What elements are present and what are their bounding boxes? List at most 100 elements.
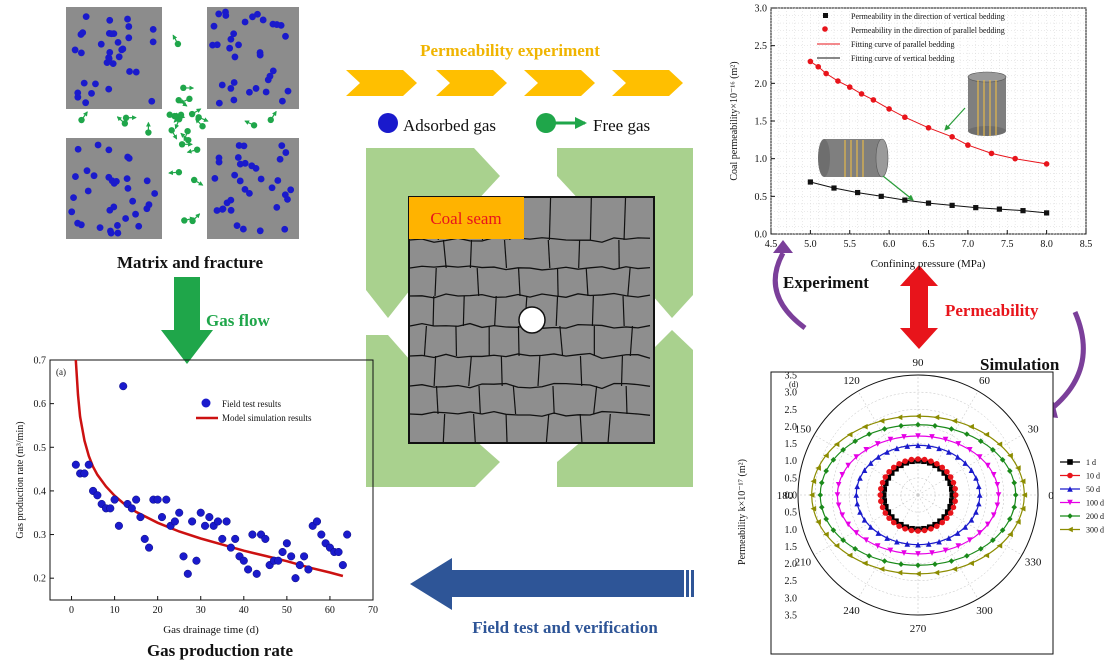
polar-series-point [966,537,973,543]
polar-series-point [944,475,951,481]
simulation-label: Simulation [980,355,1060,374]
adsorbed-gas-molecule [82,99,90,107]
polar-series-point [915,413,921,419]
adsorbed-gas-molecule [249,13,256,21]
adsorbed-gas-molecule [278,142,286,150]
coal-crack-vertical [629,325,634,357]
polar-series-point [881,558,888,564]
field-test-arrow-tail-2 [691,570,694,597]
adsorbed-gas-molecule [236,160,244,168]
polar-series-point [887,436,894,443]
coal-crack-vertical [578,239,581,269]
gas-legend-model: Model simulation results [222,413,312,423]
adsorbed-gas-molecule [235,142,243,149]
adsorbed-gas-molecule [115,53,123,61]
gas-x-tick-label: 20 [153,605,163,616]
adsorbed-gas-molecule [226,44,234,52]
perm-legend: Permeability in the direction of vertica… [817,12,1005,63]
adsorbed-gas-molecule [129,197,137,205]
polar-grid-spoke [813,494,919,556]
polar-chart-frame [770,371,1054,655]
adsorbed-gas-molecule [114,38,122,46]
polar-series-point [932,561,938,568]
polar-series-point [901,434,907,440]
polar-series-point [941,514,948,520]
free-gas-molecule [145,129,152,136]
field-test-point [304,565,313,574]
coal-crack-vertical [552,385,555,415]
adsorbed-gas-molecule [213,41,221,49]
gas-x-tick-label: 30 [196,605,206,616]
polar-grid-spoke [857,390,919,496]
polar-angle-label: 180 [777,490,794,502]
polar-series-point [854,500,861,507]
polar-radial-tick-label: 3.5 [785,371,798,382]
polar-series-point [896,461,902,467]
free-gas-legend-label: Free gas [593,116,650,135]
polar-legend-label: 100 d [1086,499,1104,508]
polar-series-point [955,441,962,447]
polar-series-point [1011,504,1018,511]
free-gas-molecule [184,127,191,135]
gas-y-tick-label: 0.3 [34,530,47,541]
free-gas-molecule [168,127,175,134]
polar-series-point [884,449,890,455]
polar-series-point [978,546,984,552]
polar-series-point [839,472,846,478]
polar-series-point [933,569,940,576]
coal-crack-vertical [555,295,559,327]
adsorbed-gas-molecule [125,34,133,42]
free-gas-molecule [178,141,186,148]
polar-series-point [815,519,821,525]
coal-crack-vertical [593,385,598,415]
gas-chart-caption: Gas production rate [147,641,294,660]
polar-series-point [995,492,1002,498]
field-test-point [140,534,149,543]
adsorbed-gas-molecule [227,206,235,214]
parallel-bedding-point [1043,161,1050,167]
vertical-cylinder-body [968,77,1006,131]
polar-series-point [990,447,996,453]
matrix-block-top-left [66,7,162,109]
adsorbed-gas-molecule [70,194,77,202]
experiment-title: Permeability experiment [420,41,600,60]
polar-series-point [1007,516,1013,522]
field-test-point [300,552,309,561]
polar-series-point [1019,505,1026,512]
adsorbed-gas-molecule [239,225,247,233]
polar-radial-tick-label: 1.0 [785,456,798,467]
polar-series-point [950,479,957,486]
vertical-sample-pointer [944,107,966,131]
gas-panel-label: (a) [56,367,66,377]
adsorbed-gas-molecule [79,29,87,36]
polar-series-point [834,492,841,498]
adsorbed-gas-legend-dot [378,113,398,133]
polar-series-point [854,483,861,490]
adsorbed-gas-molecule [233,222,241,229]
adsorbed-gas-molecule [82,13,90,21]
polar-series-point [1007,531,1013,538]
coal-crack-vertical [517,325,520,357]
adsorbed-gas-molecule [74,93,82,101]
gas-y-tick-label: 0.2 [34,574,47,585]
free-gas-molecule [250,122,258,129]
polar-series-point [867,524,874,530]
coal-crack-vertical [442,239,447,269]
field-test-point [153,495,162,504]
adsorbed-gas-molecule [94,141,102,149]
coal-crack-vertical [545,413,550,444]
polar-series-point [823,531,829,538]
perm-x-tick-label: 8.5 [1080,239,1093,250]
polar-series-point [984,462,991,469]
polar-series-point [888,470,895,476]
polar-angle-label: 150 [795,424,812,436]
polar-series-point [881,486,888,492]
adsorbed-gas-molecule [80,79,88,87]
polar-series-point [990,537,996,543]
coal-crack-vertical [591,295,594,327]
polar-series-point [968,423,974,430]
perm-x-tick-label: 7.5 [1001,239,1014,250]
coal-crack-vertical [442,413,446,444]
adsorbed-gas-molecule [132,210,139,218]
polar-legend-label: 10 d [1086,472,1100,481]
